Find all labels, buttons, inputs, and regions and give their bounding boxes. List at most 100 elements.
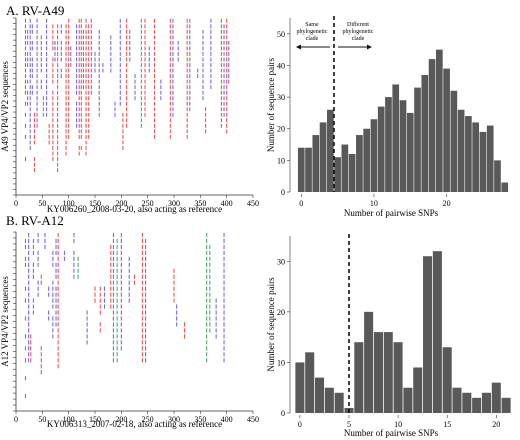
histogram-bar	[486, 125, 494, 192]
different-clade-label: phylogenetic	[342, 29, 373, 35]
histogram-bar	[383, 332, 393, 413]
x-tick-label: 0	[298, 420, 302, 429]
y-tick-label: 0	[281, 188, 285, 197]
x-tick-label: 50	[38, 415, 46, 424]
histogram-bar	[326, 109, 334, 192]
histogram-bar	[393, 342, 403, 413]
x-tick-label: 10	[370, 199, 378, 208]
histogram-bar	[479, 131, 487, 192]
x-tick-label: 0	[14, 199, 18, 208]
histogram-bar	[421, 74, 429, 192]
x-axis-title: Number of pairwise SNPs	[344, 428, 439, 438]
histogram-bar	[472, 397, 482, 413]
panel-a-title: A. RV-A49	[6, 3, 64, 18]
histogram-bar	[413, 367, 423, 413]
histogram-bar	[399, 100, 407, 192]
y-tick-label: 10	[277, 156, 285, 165]
x-tick-label: 150	[89, 415, 101, 424]
x-tick-label: 400	[221, 415, 233, 424]
histogram-bar	[450, 90, 458, 192]
y-tick-label: 0	[281, 409, 285, 418]
histogram-bar	[432, 251, 442, 413]
y-tick-label: 20	[277, 125, 285, 134]
histogram-bar	[423, 256, 433, 413]
x-tick-label: 350	[194, 199, 206, 208]
histogram-bar	[348, 154, 356, 192]
y-tick-label: 40	[277, 61, 285, 70]
y-tick-label: 50	[277, 30, 285, 39]
histogram-bar	[295, 362, 305, 413]
histogram-bar	[370, 119, 378, 192]
x-tick-label: 10	[394, 420, 402, 429]
x-tick-label: 20	[492, 420, 500, 429]
x-tick-label: 20	[443, 199, 451, 208]
histogram-bar	[465, 116, 472, 192]
x-tick-label: 50	[38, 199, 46, 208]
x-tick-label: 250	[142, 199, 154, 208]
histogram-bar	[305, 147, 312, 192]
x-tick-label: 300	[168, 199, 180, 208]
histogram-bar	[354, 342, 364, 413]
x-tick-label: 0	[299, 199, 303, 208]
histogram-bar	[443, 68, 450, 192]
histogram-bar	[305, 352, 315, 413]
y-tick-label: 20	[277, 308, 285, 317]
x-tick-label: 450	[247, 199, 259, 208]
y-tick-label: 10	[277, 358, 285, 367]
y-axis-title: A49 VP4/VP2 sequences	[0, 61, 10, 152]
x-tick-label: 300	[168, 415, 180, 424]
histogram-bar	[315, 377, 325, 413]
snp-histogram-a12: 0 10 20 30 0 5 10 15 20 Number of pairwise SNPs Nu…	[266, 234, 511, 438]
histogram-bar	[428, 59, 436, 192]
histogram-bar	[312, 135, 320, 192]
histogram-bar	[501, 397, 511, 413]
x-tick-label: 250	[142, 415, 154, 424]
histogram-bar	[373, 332, 383, 413]
histogram-bar	[462, 392, 472, 413]
histogram-bar	[494, 160, 501, 192]
x-axis-title: KY006313_2007-02-18, also acting as refe…	[47, 419, 222, 429]
histogram-bar	[457, 109, 465, 192]
right-arrow-icon	[366, 44, 372, 50]
y-axis-title: Number of sequence pairs	[266, 277, 276, 372]
left-arrow-icon	[295, 44, 301, 50]
different-clade-label: clade	[352, 36, 365, 42]
histogram-bar	[414, 87, 421, 192]
x-tick-label: 450	[247, 415, 259, 424]
same-clade-label: Same	[305, 22, 319, 28]
y-axis-title: A12 VP4/VP2 sequences	[0, 276, 10, 367]
x-tick-label: 200	[115, 415, 127, 424]
x-tick-label: 200	[115, 199, 127, 208]
histogram-bar	[341, 144, 349, 192]
same-clade-label: phylogenetic	[296, 29, 327, 35]
histogram-bar	[297, 147, 305, 192]
histogram-bar	[364, 311, 374, 413]
panel-b-title: B. RV-A12	[6, 213, 64, 228]
histogram-bar	[481, 392, 491, 413]
histogram-bar	[385, 97, 392, 192]
x-tick-label: 350	[194, 415, 206, 424]
histogram-bar	[319, 122, 327, 192]
x-axis-title: Number of pairwise SNPs	[344, 208, 439, 218]
histogram-bar	[491, 382, 501, 413]
histogram-bar	[452, 387, 462, 413]
y-axis-title: Number of sequence pairs	[266, 57, 276, 152]
alignment-chart-a49: 0 50 100 150 200 250 300 350 400 450 KY006260_2008…	[0, 17, 259, 214]
histogram-bar	[501, 182, 509, 192]
histogram-bar	[435, 49, 443, 192]
different-clade-label: Different	[347, 21, 369, 28]
histogram-bar	[472, 122, 480, 192]
x-tick-label: 100	[63, 415, 75, 424]
histogram-bar	[377, 106, 385, 192]
x-axis-title: KY006260_2008-03-20, also acting as refe…	[47, 204, 222, 214]
y-tick-label: 30	[277, 257, 285, 266]
y-tick-label: 30	[277, 93, 285, 102]
alignment-chart-a12: 0 50 100 150 200 250 300 350 400 450 KY006313_2007…	[0, 231, 259, 429]
x-tick-label: 400	[221, 199, 233, 208]
histogram-bar	[442, 347, 452, 413]
x-tick-label: 150	[89, 199, 101, 208]
x-tick-label: 5	[347, 420, 351, 429]
histogram-bar	[406, 112, 414, 192]
